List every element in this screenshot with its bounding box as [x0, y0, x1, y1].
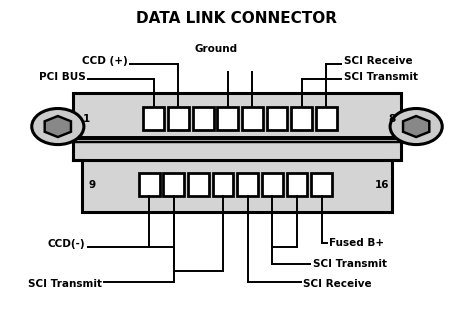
- Text: 9: 9: [89, 179, 96, 190]
- Text: SCI Receive: SCI Receive: [344, 56, 412, 66]
- Bar: [286, 173, 307, 196]
- Text: 1: 1: [83, 113, 91, 124]
- Bar: [311, 173, 332, 196]
- Text: CCD (+): CCD (+): [82, 56, 128, 66]
- Bar: [138, 173, 159, 196]
- Bar: [73, 93, 401, 160]
- Text: PCI BUS: PCI BUS: [38, 72, 85, 82]
- Text: 8: 8: [388, 113, 396, 124]
- Bar: [217, 107, 238, 131]
- Circle shape: [32, 109, 84, 145]
- Bar: [242, 107, 263, 131]
- Text: CCD(-): CCD(-): [48, 239, 85, 249]
- Bar: [237, 173, 258, 196]
- Bar: [192, 107, 213, 131]
- Bar: [316, 107, 337, 131]
- Polygon shape: [403, 116, 429, 137]
- Bar: [212, 173, 233, 196]
- Text: SCI Transmit: SCI Transmit: [344, 72, 418, 82]
- Text: DATA LINK CONNECTOR: DATA LINK CONNECTOR: [137, 10, 337, 26]
- Circle shape: [390, 109, 442, 145]
- Bar: [262, 173, 283, 196]
- Bar: [168, 107, 189, 131]
- Bar: [143, 107, 164, 131]
- Text: Ground: Ground: [194, 44, 237, 54]
- Text: SCI Receive: SCI Receive: [303, 279, 372, 289]
- Text: SCI Transmit: SCI Transmit: [313, 259, 387, 269]
- Text: SCI Transmit: SCI Transmit: [28, 279, 102, 289]
- Polygon shape: [45, 116, 71, 137]
- Bar: [291, 107, 312, 131]
- Bar: [82, 160, 392, 212]
- Bar: [163, 173, 184, 196]
- Text: Fused B+: Fused B+: [329, 238, 384, 248]
- Text: 16: 16: [374, 179, 389, 190]
- Bar: [266, 107, 287, 131]
- Bar: [188, 173, 209, 196]
